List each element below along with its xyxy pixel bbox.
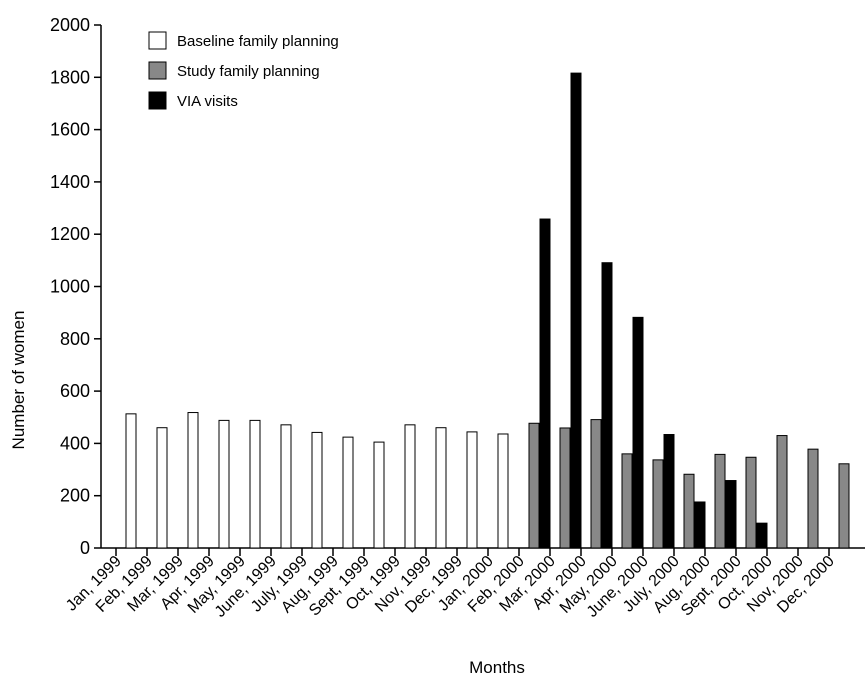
bar-study-family-planning <box>838 463 850 549</box>
legend-swatch <box>148 61 167 80</box>
bar-via-visits <box>725 480 737 549</box>
y-axis-title: Number of women <box>9 311 28 450</box>
bar-baseline-family-planning <box>156 427 168 549</box>
bar-study-family-planning <box>590 419 602 549</box>
bar-baseline-family-planning <box>249 419 261 549</box>
bar-study-family-planning <box>559 427 571 549</box>
bar-study-family-planning <box>745 456 757 549</box>
x-axis-title: Months <box>469 658 525 677</box>
bar-baseline-family-planning <box>342 436 354 549</box>
y-tick-label: 800 <box>60 329 90 349</box>
bar-study-family-planning <box>652 459 664 549</box>
legend-label: VIA visits <box>177 93 238 110</box>
bars <box>125 72 850 549</box>
bar-baseline-family-planning <box>125 413 137 549</box>
y-tick-label: 1200 <box>50 224 90 244</box>
legend-swatch <box>148 31 167 50</box>
bar-via-visits <box>601 262 613 549</box>
y-tick-label: 1000 <box>50 277 90 297</box>
bar-via-visits <box>570 72 582 549</box>
bar-study-family-planning <box>776 435 788 549</box>
legend-label: Baseline family planning <box>177 33 339 50</box>
bar-study-family-planning <box>528 422 540 549</box>
bar-baseline-family-planning <box>218 419 230 549</box>
bar-study-family-planning <box>683 473 695 549</box>
bar-via-visits <box>694 501 706 549</box>
y-tick-label: 200 <box>60 486 90 506</box>
bar-baseline-family-planning <box>435 427 447 549</box>
axes: 0200400600800100012001400160018002000Jan… <box>50 15 865 621</box>
legend-swatch <box>148 91 167 110</box>
bar-baseline-family-planning <box>280 424 292 549</box>
y-tick-label: 1600 <box>50 120 90 140</box>
y-tick-label: 400 <box>60 433 90 453</box>
legend-label: Study family planning <box>177 63 320 80</box>
bar-baseline-family-planning <box>497 433 509 549</box>
bar-baseline-family-planning <box>404 424 416 549</box>
y-tick-label: 2000 <box>50 15 90 35</box>
bar-study-family-planning <box>807 448 819 549</box>
bar-study-family-planning <box>621 453 633 549</box>
bar-via-visits <box>756 522 768 549</box>
bar-study-family-planning <box>714 453 726 549</box>
bar-via-visits <box>663 434 675 549</box>
y-tick-label: 0 <box>80 538 90 558</box>
y-tick-label: 1800 <box>50 67 90 87</box>
y-tick-label: 1400 <box>50 172 90 192</box>
bar-via-visits <box>632 316 644 549</box>
bar-baseline-family-planning <box>373 441 385 549</box>
bar-baseline-family-planning <box>311 431 323 549</box>
bar-baseline-family-planning <box>466 431 478 549</box>
y-tick-label: 600 <box>60 381 90 401</box>
bar-via-visits <box>539 218 551 549</box>
legend: Baseline family planning Study family pla… <box>148 31 339 110</box>
bar-baseline-family-planning <box>187 412 199 549</box>
